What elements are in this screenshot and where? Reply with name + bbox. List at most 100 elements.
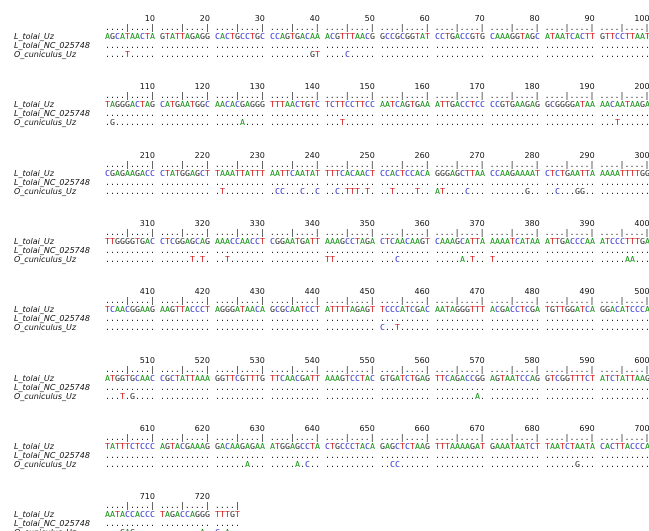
sequence-name: L_tolai_Uz: [14, 236, 54, 246]
position-number: 650: [359, 423, 375, 433]
sequence-name: L_tolai_NC_025748: [14, 519, 90, 529]
sequence: .......... .......... .......... .......…: [105, 449, 649, 460]
position-number: 450: [359, 287, 375, 297]
position-number: 570: [469, 355, 485, 365]
sequence-name: L_tolai_NC_025748: [14, 382, 90, 392]
position-number: 60: [419, 14, 430, 23]
sequence-name: L_tolai_NC_025748: [14, 450, 90, 460]
sequence-name: L_tolai_Uz: [14, 305, 54, 315]
sequence-name: L_tolai_NC_025748: [14, 41, 90, 50]
sequence: .......... .......... .....: [105, 518, 240, 529]
ruler: ....|....| ....|....| ....|: [105, 500, 240, 511]
position-number: 10: [144, 14, 155, 23]
sequence: .......... .......... .......... .......…: [105, 322, 649, 333]
position-number: 340: [304, 218, 320, 228]
sequence-name: O_cuniculus_Uz: [14, 186, 77, 196]
sequence-name: O_cuniculus_Uz: [14, 459, 77, 469]
position-number: 630: [249, 423, 265, 433]
position-number: 320: [194, 218, 210, 228]
sequence: .......... .......... .......... .......…: [105, 244, 649, 255]
ruler: ....|....| ....|....| ....|....| ....|..…: [105, 90, 649, 101]
position-number: 560: [414, 355, 430, 365]
position-number: 70: [474, 14, 485, 23]
position-number: 90: [584, 14, 595, 23]
position-number: 610: [139, 423, 155, 433]
position-number: 400: [634, 218, 649, 228]
position-number: 100: [634, 14, 649, 23]
position-number: 660: [414, 423, 430, 433]
position-number: 20: [199, 14, 210, 23]
position-number: 600: [634, 355, 649, 365]
sequence: .......... .......... .......... .......…: [105, 40, 649, 50]
sequence-name: O_cuniculus_Uz: [14, 254, 77, 264]
sequence-name: L_tolai_NC_025748: [14, 245, 90, 255]
position-number: 670: [469, 423, 485, 433]
position-number: 200: [634, 82, 649, 92]
position-number: 390: [579, 218, 595, 228]
position-number: 110: [139, 82, 155, 92]
position-number: 410: [139, 287, 155, 297]
sequence: TCAACGGAAG AAGTTACCCT AGGGATAACA GCGCAAT…: [105, 304, 649, 315]
position-number: 190: [579, 82, 595, 92]
position-number: 140: [304, 82, 320, 92]
position-number: 680: [524, 423, 540, 433]
sequence-name: L_tolai_Uz: [14, 32, 54, 41]
sequence-name: L_tolai_Uz: [14, 168, 54, 178]
sequence: ATGGTGCAAC CGCTATTAAA GGTTCGTTTG TTCAACG…: [105, 372, 649, 383]
position-number: 580: [524, 355, 540, 365]
position-number: 440: [304, 287, 320, 297]
sequence-name: L_tolai_NC_025748: [14, 177, 90, 187]
sequence: ....T..... .......... .......... .......…: [105, 49, 649, 59]
position-number: 180: [524, 82, 540, 92]
sequence: ...GAG.... ........A. C.A..: [105, 528, 240, 531]
sequence-name: L_tolai_NC_025748: [14, 314, 90, 324]
position-number: 520: [194, 355, 210, 365]
sequence: TTGGGGTGAC CTCGGAGCAG AAACCAACCT CGGAATG…: [105, 235, 649, 246]
position-number: 460: [414, 287, 430, 297]
position-number: 170: [469, 82, 485, 92]
sequence-name: O_cuniculus_Uz: [14, 528, 76, 531]
position-number: 700: [634, 423, 649, 433]
position-number: 500: [634, 287, 649, 297]
sequence: TAGGGACTAG CATGAATGGC AACACGAGGG TTTAACT…: [105, 99, 649, 110]
sequence: .......... .......... .......... .......…: [105, 313, 649, 324]
position-number: 550: [359, 355, 375, 365]
sequence: .......... .......... .T........ .CC...C…: [105, 185, 649, 196]
position-number: 540: [304, 355, 320, 365]
position-number: 620: [194, 423, 210, 433]
position-number: 430: [249, 287, 265, 297]
sequence-name: L_tolai_NC_025748: [14, 109, 90, 119]
sequence: .......... ......T.T. ..T....... .......…: [105, 253, 649, 264]
position-number: 30: [254, 14, 265, 23]
position-number: 360: [414, 218, 430, 228]
sequence-name: O_cuniculus_Uz: [14, 391, 77, 401]
position-number: 370: [469, 218, 485, 228]
position-number: 530: [249, 355, 265, 365]
sequence-name: L_tolai_Uz: [14, 373, 54, 383]
sequence: ...T.G.... .......... .......... .......…: [105, 390, 649, 401]
sequence-name: O_cuniculus_Uz: [14, 50, 77, 59]
sequence: .......... .......... ......A... .....A.…: [105, 458, 649, 469]
ruler: ....|....| ....|....| ....|....| ....|..…: [105, 158, 649, 169]
position-number: 150: [359, 82, 375, 92]
sequence-name: O_cuniculus_Uz: [14, 118, 77, 128]
position-number: 230: [249, 150, 265, 160]
ruler: ....|....| ....|....| ....|....| ....|..…: [105, 226, 649, 237]
position-number: 120: [194, 82, 210, 92]
position-number: 270: [469, 150, 485, 160]
position-number: 490: [579, 287, 595, 297]
position-number: 160: [414, 82, 430, 92]
position-number: 710: [139, 492, 155, 502]
position-number: 480: [524, 287, 540, 297]
sequence: AGCATAACTA GTATTAGAGG CACTGCCTGC CCAGTGA…: [105, 31, 649, 41]
position-number: 350: [359, 218, 375, 228]
position-number: 40: [309, 14, 320, 23]
ruler: ....|....| ....|....| ....|....| ....|..…: [105, 295, 649, 306]
ruler: ....|....| ....|....| ....|....| ....|..…: [105, 22, 649, 32]
position-number: 640: [304, 423, 320, 433]
position-number: 220: [194, 150, 210, 160]
position-number: 310: [139, 218, 155, 228]
position-number: 720: [194, 492, 210, 502]
ruler: ....|....| ....|....| ....|....| ....|..…: [105, 363, 649, 374]
